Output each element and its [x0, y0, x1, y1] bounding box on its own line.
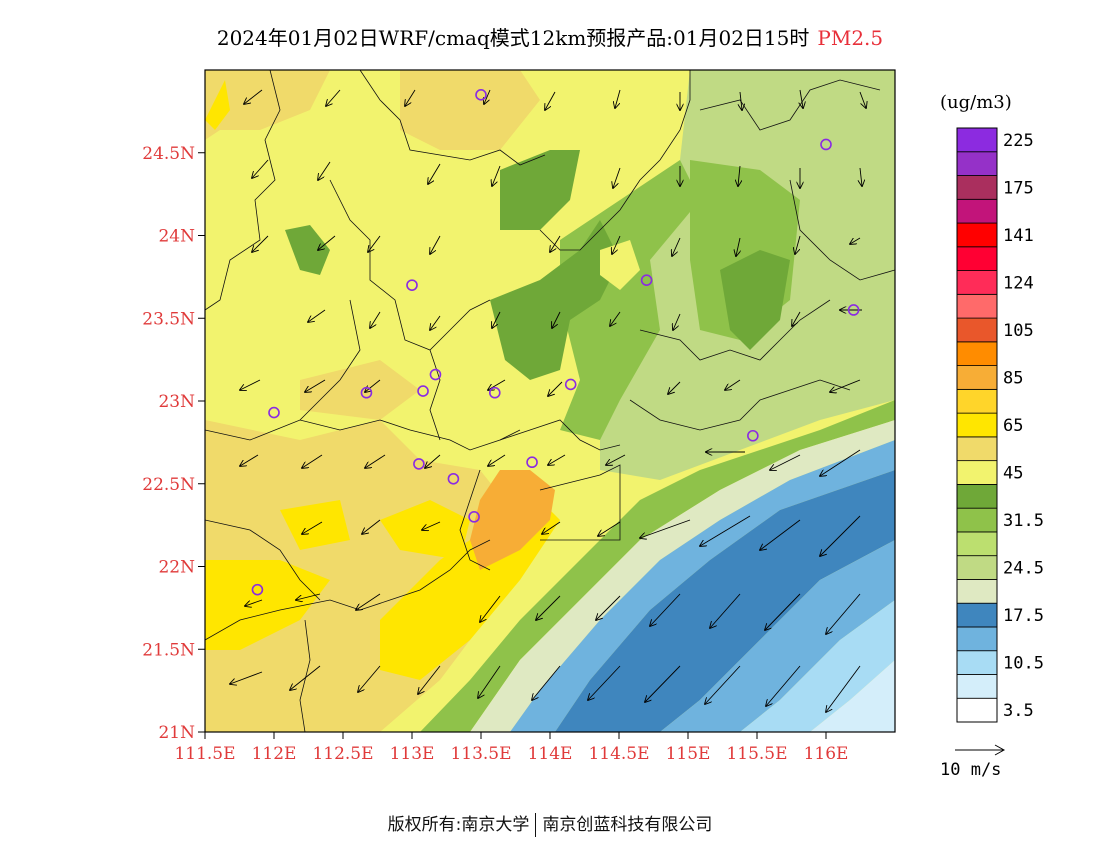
colorbar-label: 85	[1003, 368, 1023, 388]
station-marker	[413, 458, 425, 470]
lat-tick-label: 21.5N	[142, 640, 195, 660]
copyright-separator	[535, 813, 537, 837]
colorbar-bin	[956, 555, 998, 580]
lon-tick-label: 114E	[528, 744, 573, 764]
wind-vectors	[230, 89, 866, 712]
lon-tick-label: 112E	[252, 744, 297, 764]
colorbar-bin	[956, 626, 998, 652]
colorbar-bin	[956, 341, 998, 366]
colorbar-bin	[956, 151, 998, 176]
lon-tick-label: 114.5E	[588, 744, 649, 764]
wind-reference-label: 10 m/s	[940, 760, 1002, 780]
station-marker	[640, 274, 653, 286]
lat-tick-label: 21N	[158, 723, 195, 743]
colorbar-bin	[956, 317, 998, 343]
colorbar-label: 124	[1003, 273, 1034, 293]
lat-tick-label: 24.5N	[142, 144, 195, 164]
station-marker	[251, 583, 264, 596]
latitude-axis: 24.5N 24N 23.5N 23N 22.5N 22N 21.5N 21N	[142, 144, 205, 743]
colorbar-bin	[956, 436, 998, 462]
station-marker	[820, 138, 832, 151]
station-marker	[417, 385, 429, 397]
lat-tick-label: 24N	[158, 227, 195, 247]
lon-tick-label: 112.5E	[312, 744, 373, 764]
colorbar-label: 31.5	[1003, 511, 1044, 531]
colorbar-bin	[956, 365, 998, 390]
colorbar-bin	[956, 674, 998, 699]
colorbar-bin	[956, 507, 998, 533]
station-marker	[526, 456, 538, 469]
copyright-right: 南京创蓝科技有限公司	[542, 815, 713, 835]
map-title: 2024年01月02日WRF/cmaq模式12km预报产品:01月02日15时 P…	[0, 22, 1100, 51]
colorbar-label: 225	[1003, 131, 1034, 151]
colorbar-bin	[956, 246, 998, 271]
colorbar-bin	[956, 697, 998, 723]
lon-tick-label: 113E	[390, 744, 435, 764]
colorbar-bin	[956, 222, 998, 248]
wind-reference-arrow	[955, 744, 1006, 756]
colorbar-label: 10.5	[1003, 654, 1044, 674]
station-marker	[564, 378, 577, 391]
legend-units: (ug/m3)	[940, 92, 1012, 113]
colorbar-label: 3.5	[1003, 701, 1034, 721]
longitude-axis: 111.5E 112E 112.5E 113E 113.5E 114E 114.5E 115E…	[174, 732, 848, 764]
station-marker	[429, 368, 442, 381]
lon-tick-label: 115E	[666, 744, 711, 764]
lat-tick-label: 23N	[158, 392, 195, 412]
station-marker	[468, 511, 480, 523]
station-marker	[747, 429, 759, 442]
colorbar-bin	[956, 531, 998, 557]
colorbar-label: 24.5	[1003, 559, 1044, 579]
colorbar-label: 141	[1003, 226, 1034, 246]
station-marker	[447, 472, 460, 485]
station-marker	[475, 89, 487, 101]
colorbar-label: 65	[1003, 416, 1023, 436]
station-marker	[360, 386, 373, 399]
colorbar-bin	[956, 388, 998, 414]
colorbar-bin	[956, 483, 998, 509]
station-marker	[268, 406, 280, 419]
title-species: PM2.5	[817, 26, 884, 50]
colorbar-bin	[956, 412, 998, 438]
station-marker	[847, 304, 860, 316]
colorbar-bin	[956, 198, 998, 224]
colorbar-label: 17.5	[1003, 606, 1044, 626]
concentration-field	[205, 70, 895, 732]
lon-tick-label: 115.5E	[726, 744, 787, 764]
colorbar-bin	[956, 602, 998, 628]
station-marker	[406, 279, 418, 291]
colorbar-bin	[956, 579, 998, 604]
lat-tick-label: 22.5N	[142, 475, 195, 495]
lon-tick-label: 116E	[804, 744, 849, 764]
colorbar-bin	[956, 127, 998, 153]
colorbar-bin	[956, 650, 998, 675]
colorbar-label: 175	[1003, 178, 1034, 198]
copyright-left: 版权所有:南京大学	[387, 815, 530, 835]
copyright: 版权所有:南京大学 南京创蓝科技有限公司	[0, 810, 1100, 837]
station-marker	[488, 386, 501, 399]
colorbar-bin	[956, 293, 998, 319]
lon-tick-label: 111.5E	[174, 744, 235, 764]
admin-boundaries	[205, 70, 895, 732]
colorbar-frame	[956, 127, 998, 723]
monitoring-stations	[251, 89, 860, 596]
colorbar-bin	[956, 270, 998, 295]
lon-tick-label: 113.5E	[450, 744, 511, 764]
title-text: 2024年01月02日WRF/cmaq模式12km预报产品:01月02日15时	[216, 26, 810, 50]
colorbar-label: 105	[1003, 321, 1034, 341]
lat-tick-label: 22N	[158, 558, 195, 578]
lat-tick-label: 23.5N	[142, 309, 195, 329]
colorbar-bin	[956, 175, 998, 200]
colorbar-bin	[956, 460, 998, 485]
colorbar: 3.5 10.5 17.5 24.5 31.5 45 65 85 105 124 141 175 225	[956, 127, 1044, 723]
colorbar-label: 45	[1003, 464, 1023, 484]
